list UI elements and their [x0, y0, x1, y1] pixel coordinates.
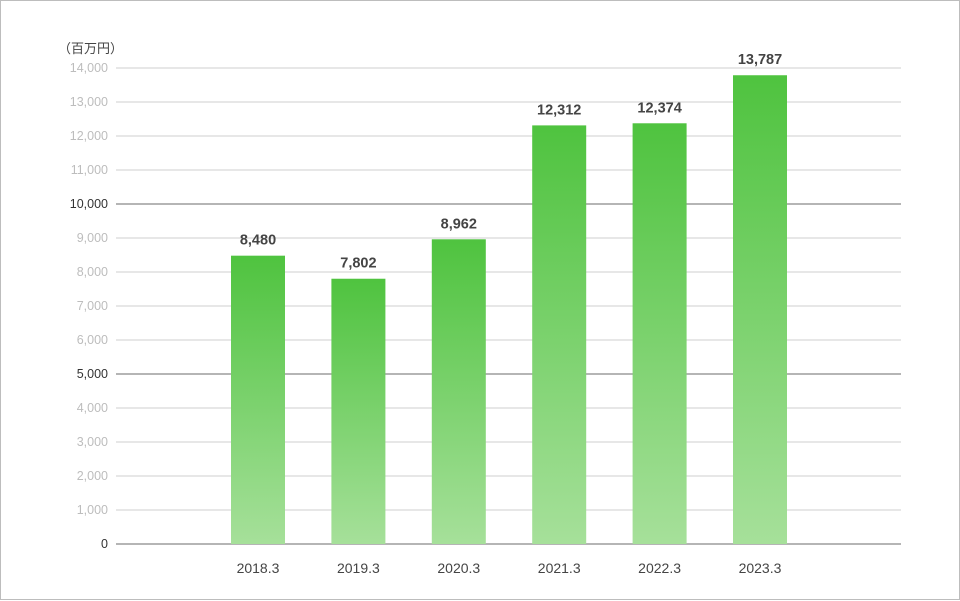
y-tick-label: 10,000	[70, 197, 108, 211]
bar	[231, 255, 285, 544]
y-tick-label: 14,000	[70, 61, 108, 75]
bar	[532, 125, 587, 544]
y-tick-label: 6,000	[77, 333, 108, 347]
x-tick-label: 2022.3	[638, 560, 681, 576]
data-labels: 8,480 7,802 8,962 12,312 12,374 13,787	[240, 52, 782, 271]
x-axis-ticks: 2018.3 2019.3 2020.3 2021.3 2022.3 2023.3	[237, 560, 782, 576]
y-tick-label: 8,000	[77, 265, 108, 279]
x-tick-label: 2019.3	[337, 560, 380, 576]
x-tick-label: 2020.3	[437, 560, 480, 576]
y-axis-ticks: 0 1,000 2,000 3,000 4,000 5,000 6,000 7,000 8,00…	[70, 61, 108, 551]
data-label: 13,787	[738, 52, 782, 68]
x-tick-label: 2021.3	[538, 560, 581, 576]
y-tick-label: 3,000	[77, 435, 108, 449]
y-tick-label: 11,000	[71, 163, 108, 177]
y-tick-label: 4,000	[77, 401, 108, 415]
y-axis-unit-label: （百万円）	[58, 41, 123, 56]
data-label: 8,962	[441, 216, 477, 232]
bar	[431, 239, 486, 545]
bar	[632, 123, 687, 544]
y-tick-label: 0	[101, 537, 108, 551]
bars	[231, 75, 787, 545]
bar	[331, 278, 386, 544]
y-tick-label: 1,000	[77, 503, 108, 517]
data-label: 12,374	[637, 100, 681, 116]
data-label: 12,312	[537, 102, 581, 118]
y-tick-label: 2,000	[77, 469, 108, 483]
bar	[733, 75, 787, 544]
y-tick-label: 5,000	[77, 367, 108, 381]
y-tick-label: 9,000	[77, 231, 108, 245]
data-label: 7,802	[340, 256, 376, 272]
x-tick-label: 2018.3	[237, 560, 280, 576]
y-tick-label: 7,000	[77, 299, 108, 313]
x-tick-label: 2023.3	[739, 560, 782, 576]
y-tick-label: 13,000	[70, 95, 108, 109]
data-label: 8,480	[240, 233, 276, 249]
y-tick-label: 12,000	[70, 129, 108, 143]
